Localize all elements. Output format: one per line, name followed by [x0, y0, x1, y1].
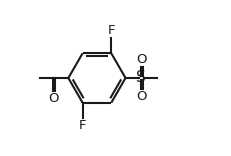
Text: F: F	[107, 24, 115, 37]
Text: S: S	[136, 71, 146, 85]
Text: O: O	[137, 90, 147, 103]
Text: O: O	[49, 92, 59, 105]
Text: F: F	[79, 119, 86, 132]
Text: O: O	[137, 53, 147, 66]
